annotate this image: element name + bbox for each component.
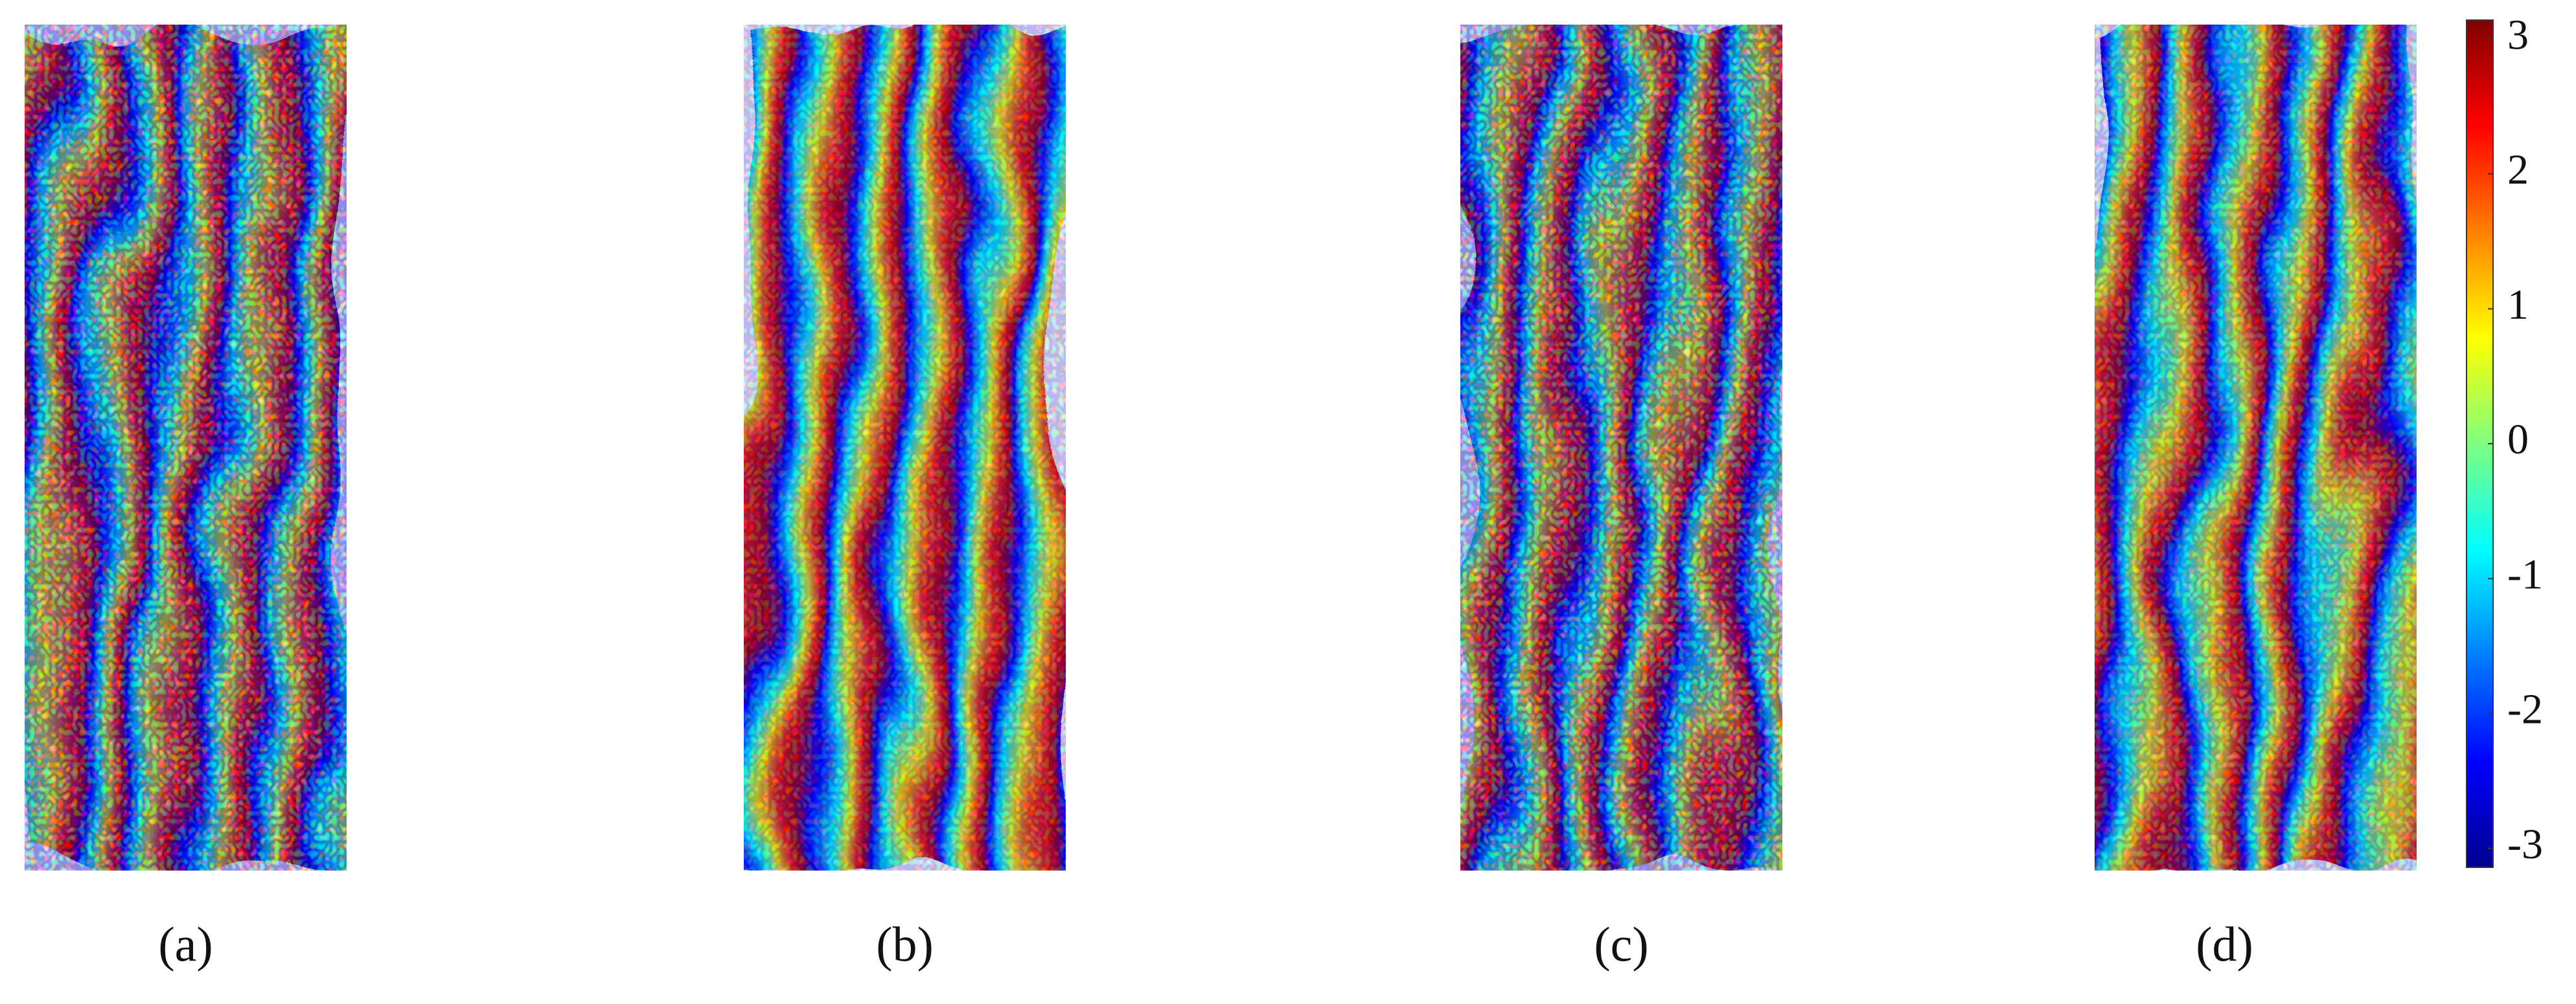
tick-label: 0 (2507, 416, 2529, 463)
tick-label: 2 (2507, 146, 2529, 194)
panel-label: (d) (2196, 917, 2253, 972)
noise-speckle (2095, 25, 2417, 871)
panel-label: (a) (158, 917, 213, 972)
colorbar: 3 2 1 0 -1 -2 -3 (2466, 11, 2543, 868)
phase-image: (c) (1460, 25, 1782, 972)
phase-image: (a) (25, 25, 347, 972)
tick-label: -3 (2507, 821, 2543, 868)
panel-label: (c) (1594, 917, 1648, 972)
phase-image: (d) (2095, 25, 2417, 972)
panels: (a) (b) (c) (d) (25, 25, 2417, 972)
panel-label: (b) (876, 917, 934, 972)
noise-speckle (744, 25, 1066, 871)
noise-speckle (25, 25, 347, 871)
tick-label: -1 (2507, 551, 2543, 598)
phase-image: (b) (744, 25, 1066, 972)
noise-speckle (1460, 25, 1782, 871)
tick-label: 1 (2507, 281, 2529, 328)
tick-label: -2 (2507, 686, 2543, 733)
tick-label: 3 (2507, 11, 2529, 58)
